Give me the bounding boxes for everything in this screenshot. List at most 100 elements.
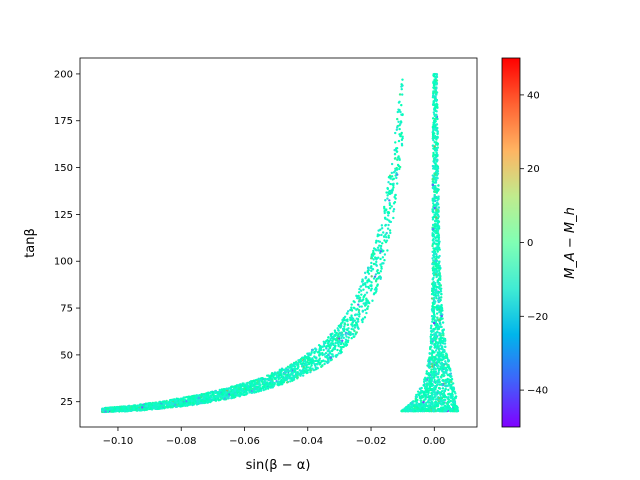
scatter-point: [265, 378, 268, 381]
scatter-point: [427, 407, 431, 410]
scatter-point: [282, 378, 285, 381]
scatter-point: [234, 392, 238, 396]
scatter-point: [414, 399, 418, 402]
scatter-point: [451, 386, 454, 389]
scatter-point: [436, 367, 440, 370]
scatter-point: [313, 363, 316, 366]
scatter-points: [100, 72, 460, 414]
scatter-point: [176, 403, 179, 406]
scatter-point: [350, 337, 353, 340]
scatter-point: [431, 350, 434, 354]
scatter-point: [313, 355, 316, 358]
scatter-point: [432, 259, 435, 262]
scatter-point: [434, 162, 437, 165]
scatter-point: [349, 331, 352, 334]
scatter-point: [435, 342, 439, 345]
scatter-point: [441, 331, 445, 335]
scatter-point: [363, 271, 367, 275]
scatter-point: [346, 318, 349, 321]
scatter-point: [431, 183, 435, 187]
scatter-point: [431, 117, 435, 120]
scatter-point: [277, 383, 280, 386]
scatter-point: [434, 213, 437, 216]
scatter-point: [379, 257, 382, 261]
scatter-point: [227, 388, 230, 391]
scatter-point: [380, 265, 383, 268]
scatter-point: [431, 239, 435, 242]
scatter-point: [429, 402, 433, 406]
scatter-point: [202, 401, 206, 405]
scatter-point: [338, 339, 342, 342]
scatter-point: [430, 370, 433, 373]
scatter-point: [445, 402, 449, 405]
scatter-point: [434, 135, 437, 139]
scatter-point: [129, 406, 132, 409]
scatter-point: [238, 394, 241, 398]
scatter-point: [433, 299, 436, 303]
scatter-point: [394, 193, 397, 197]
scatter-point: [390, 171, 394, 175]
scatter-point: [429, 327, 433, 330]
scatter-point: [394, 197, 397, 200]
scatter-point: [450, 375, 453, 378]
scatter-point: [388, 220, 391, 223]
scatter-point: [109, 407, 112, 410]
scatter-point: [444, 381, 448, 384]
scatter-point: [436, 166, 440, 170]
scatter-point: [432, 274, 436, 277]
scatter-point: [378, 244, 381, 247]
scatter-point: [311, 358, 314, 361]
scatter-point: [294, 371, 298, 374]
scatter-point: [214, 399, 217, 402]
scatter-point: [318, 347, 321, 351]
scatter-point: [234, 394, 237, 398]
scatter-point: [425, 404, 428, 407]
scatter-point: [241, 390, 244, 393]
scatter-point: [439, 284, 442, 287]
scatter-point: [433, 86, 437, 90]
scatter-point: [425, 370, 429, 373]
scatter-point: [357, 303, 360, 306]
scatter-point: [360, 305, 363, 308]
scatter-point: [435, 225, 439, 228]
scatter-point: [400, 93, 404, 96]
scatter-point: [395, 166, 398, 170]
scatter-point: [432, 266, 435, 269]
scatter-point: [389, 231, 392, 235]
scatter-point: [187, 403, 191, 407]
scatter-point: [343, 325, 346, 328]
scatter-point: [388, 199, 391, 202]
scatter-point: [339, 324, 343, 328]
scatter-point: [440, 399, 443, 403]
scatter-point: [363, 304, 367, 307]
scatter-point: [145, 405, 149, 408]
scatter-point: [374, 291, 377, 294]
scatter-point: [432, 376, 436, 379]
scatter-point: [105, 407, 108, 411]
scatter-point: [446, 407, 449, 411]
scatter-point: [354, 333, 357, 336]
scatter-point: [427, 409, 430, 413]
scatter-point: [269, 379, 272, 383]
scatter-point: [308, 356, 311, 360]
scatter-point: [384, 208, 388, 212]
scatter-point: [437, 408, 440, 411]
scatter-point: [184, 403, 188, 407]
scatter-point: [355, 331, 358, 334]
scatter-point: [327, 336, 330, 339]
scatter-point: [435, 138, 438, 141]
scatter-point: [432, 338, 435, 341]
scatter-point: [305, 366, 309, 369]
scatter-point: [376, 277, 380, 280]
scatter-point: [346, 328, 349, 332]
scatter-point: [382, 231, 385, 234]
scatter-point: [119, 408, 122, 411]
scatter-point: [431, 244, 434, 248]
scatter-point: [388, 189, 391, 193]
scatter-point: [447, 404, 451, 408]
scatter-point: [452, 382, 455, 385]
scatter-point: [202, 394, 205, 398]
scatter-point: [342, 336, 345, 340]
scatter-point: [400, 144, 404, 147]
